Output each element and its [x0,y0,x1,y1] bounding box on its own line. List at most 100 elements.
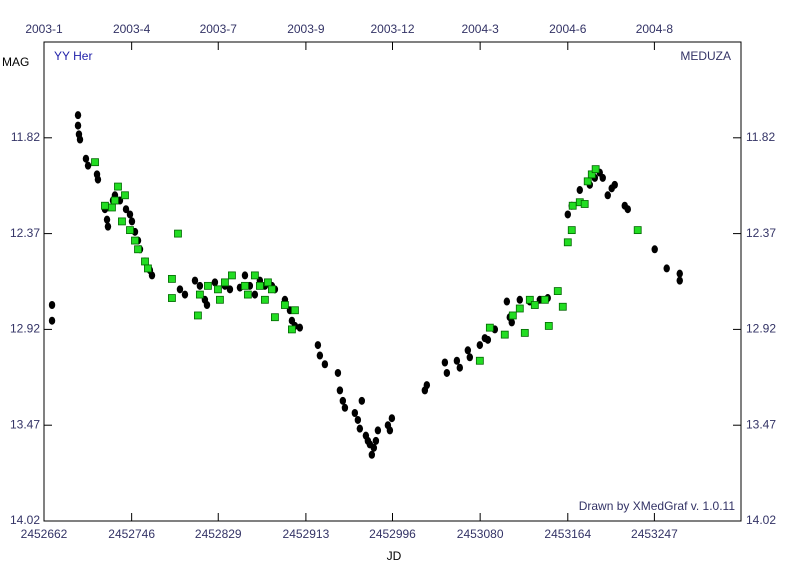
observation-dot [82,154,90,163]
observation-dot [508,318,515,327]
observation-square [121,191,129,200]
observation-square [553,287,562,295]
observation-dot [251,290,259,299]
observation-square [168,274,176,283]
y-tick-label-right: 12.92 [746,322,776,336]
observation-dot [663,264,670,273]
observation-dot [651,245,658,254]
observation-square [580,200,589,208]
observation-dot [356,424,364,433]
observation-square [591,165,600,174]
observation-square [114,182,122,191]
observation-dot [74,121,82,130]
observation-dot [48,301,56,310]
x2-tick-label: 2003-12 [370,22,414,36]
observation-square [134,245,142,254]
observation-square [567,226,576,235]
y-tick-label-right: 14.02 [746,513,776,527]
x2-tick-label: 2003-9 [287,22,325,36]
observation-dot [464,346,472,355]
observation-dot [599,173,606,182]
x2-tick-label: 2003-4 [113,22,151,36]
observation-square [111,196,119,205]
observation-dot [76,135,84,144]
observation-dot [624,205,631,214]
observation-square [141,257,149,266]
y-tick-label: 14.02 [10,513,40,527]
observation-square [108,203,116,212]
observation-square [508,311,517,320]
observation-dot [336,386,344,395]
x-axis-label: JD [387,549,402,563]
observation-square [475,356,484,365]
observation-square [291,306,299,315]
observation-dot [176,285,184,294]
observation-square [563,238,572,247]
plot-frame [43,41,742,522]
observation-dot [128,217,136,226]
observation-dot [443,368,451,377]
observation-dot [368,450,376,459]
observation-square [144,264,152,273]
observation-dot [354,415,362,424]
observation-square [530,301,539,309]
observation-dot [203,301,211,310]
observation-dot [314,341,322,350]
observation-square [288,325,296,334]
observation-dot [226,285,234,294]
observation-dot [84,161,92,170]
observation-dot [476,341,484,350]
x-tick-label: 2452996 [369,527,416,541]
observation-square [255,281,264,290]
observation-square [194,311,202,320]
observation-square [544,322,553,330]
observation-dot [374,426,382,435]
observation-square [174,229,182,238]
observation-square [500,330,509,339]
observation-square [267,285,276,294]
observation-dot [386,426,394,435]
observation-dot [148,271,156,280]
x2-tick-label: 2003-1 [25,22,63,36]
observation-dot [351,409,359,418]
observation-dot [676,269,683,278]
observation-dot [358,396,366,405]
observation-square [250,271,259,280]
observation-dot [466,353,474,362]
observation-dot [388,414,396,423]
observation-square [118,217,126,226]
observation-square [243,290,252,299]
observation-square [583,177,592,186]
observation-dot [516,295,523,304]
y-tick-label: 12.92 [10,322,40,336]
observation-dot [484,335,492,344]
observation-dot [370,443,378,452]
footer: Drawn by XMedGraf v. 1.0.11 [579,499,736,513]
y-tick-label: 11.82 [11,130,40,144]
x2-tick-label: 2004-3 [461,22,499,36]
x-tick-label: 2452662 [21,527,68,541]
observation-dot [122,205,130,214]
observation-square [633,226,642,235]
observation-dot [456,363,464,372]
observation-dot [372,436,380,445]
observation-square [264,278,272,287]
observation-square [214,285,222,294]
observation-square [168,294,176,302]
observation-dot [604,191,611,200]
observation-square [485,323,494,332]
observation-dot [211,278,219,287]
observation-square [271,313,279,322]
x2-tick-label: 2003-7 [200,22,238,36]
x2-tick-label: 2004-6 [549,22,587,36]
observation-square [91,158,99,167]
observation-dot [576,186,583,195]
x-tick-label: 2452746 [108,527,155,541]
observation-square [131,236,139,245]
observation-square [260,295,269,304]
observation-square [101,201,109,210]
observation-dot [503,297,511,306]
observation-dot [316,351,324,360]
y-tick-label: 12.37 [10,226,40,240]
